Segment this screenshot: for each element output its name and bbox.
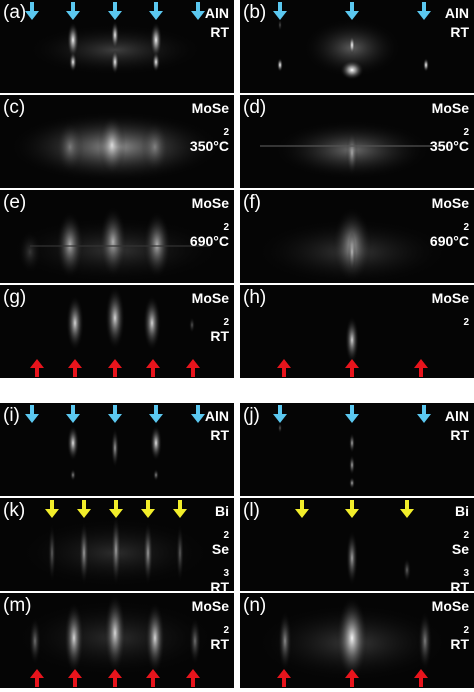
panel-label: MoSe 2 RT — [191, 598, 229, 652]
red-up-arrow-icon — [277, 359, 291, 377]
panel-label: MoSe 2 350°C — [429, 100, 469, 154]
panel-label: Bi 2 Se 3 RT — [450, 503, 469, 591]
red-up-arrow-icon — [277, 669, 291, 687]
rheed-pattern-i — [67, 425, 162, 481]
blue-down-arrow-icon — [66, 2, 80, 20]
panel-letter: (l) — [243, 500, 260, 521]
blue-down-arrow-icon — [273, 2, 287, 20]
rheed-pattern-m — [10, 593, 220, 678]
red-up-arrow-icon — [186, 669, 200, 687]
panel-label: Bi 2 Se 3 RT — [210, 503, 229, 591]
red-up-arrow-icon — [68, 669, 82, 687]
blue-down-arrow-icon — [25, 405, 39, 423]
panel-label: MoSe 2 — [431, 290, 469, 328]
panel-label: AlN RT — [204, 5, 229, 40]
panel-letter: (g) — [3, 287, 27, 308]
red-up-arrow-icon — [186, 359, 200, 377]
red-up-arrow-icon — [30, 669, 44, 687]
blue-down-arrow-icon — [25, 2, 39, 20]
blue-down-arrow-icon — [417, 405, 431, 423]
panel-letter: (k) — [3, 500, 26, 521]
red-up-arrow-icon — [30, 359, 44, 377]
panel-l: (l) Bi 2 Se 3 RT — [240, 498, 474, 591]
blue-down-arrow-icon — [417, 2, 431, 20]
rheed-pattern-l — [346, 530, 411, 586]
yellow-down-arrow-icon — [400, 500, 414, 518]
panel-b: (b) AlN RT — [240, 0, 474, 93]
panel-label: MoSe 2 350°C — [189, 100, 229, 154]
yellow-down-arrow-icon — [295, 500, 309, 518]
rheed-pattern-c — [7, 111, 223, 183]
panel-label: AlN RT — [444, 408, 469, 443]
rheed-pattern-f — [252, 207, 452, 283]
rheed-pattern-d — [260, 120, 450, 180]
red-up-arrow-icon — [345, 669, 359, 687]
panel-letter: (j) — [243, 405, 260, 426]
rheed-pattern-g — [66, 286, 195, 351]
panel-label: AlN RT — [444, 5, 469, 40]
rheed-pattern-b — [277, 18, 429, 80]
panel-letter: (f) — [243, 192, 261, 213]
red-up-arrow-icon — [414, 669, 428, 687]
panel-letter: (b) — [243, 2, 267, 23]
red-up-arrow-icon — [108, 359, 122, 377]
blue-down-arrow-icon — [345, 2, 359, 20]
panel-c: (c) MoSe 2 350°C — [0, 95, 234, 188]
blue-down-arrow-icon — [108, 2, 122, 20]
panel-letter: (h) — [243, 287, 267, 308]
red-up-arrow-icon — [345, 359, 359, 377]
blue-down-arrow-icon — [108, 405, 122, 423]
panel-label: MoSe 2 690°C — [429, 195, 469, 249]
panel-f: (f) MoSe 2 690°C — [240, 190, 474, 283]
panel-label: MoSe 2 RT — [431, 598, 469, 652]
panel-label: AlN RT — [204, 408, 229, 443]
rheed-pattern-h — [345, 316, 359, 364]
rheed-pattern-a — [25, 21, 205, 76]
blue-down-arrow-icon — [191, 2, 205, 20]
yellow-down-arrow-icon — [173, 500, 187, 518]
blue-down-arrow-icon — [273, 405, 287, 423]
blue-down-arrow-icon — [345, 405, 359, 423]
panel-n: (n) MoSe 2 RT — [240, 593, 474, 688]
yellow-down-arrow-icon — [109, 500, 123, 518]
panel-h: (h) MoSe 2 — [240, 285, 474, 378]
yellow-down-arrow-icon — [141, 500, 155, 518]
blue-down-arrow-icon — [149, 2, 163, 20]
panel-letter: (d) — [243, 97, 267, 118]
yellow-down-arrow-icon — [77, 500, 91, 518]
panel-label: MoSe 2 690°C — [189, 195, 229, 249]
rheed-pattern-e — [5, 206, 225, 283]
blue-down-arrow-icon — [191, 405, 205, 423]
panel-letter: (m) — [3, 595, 32, 616]
red-up-arrow-icon — [68, 359, 82, 377]
rheed-pattern-n — [252, 596, 452, 683]
blue-down-arrow-icon — [149, 405, 163, 423]
panel-letter: (c) — [3, 97, 26, 118]
red-up-arrow-icon — [146, 359, 160, 377]
blue-down-arrow-icon — [66, 405, 80, 423]
red-up-arrow-icon — [146, 669, 160, 687]
panel-d: (d) MoSe 2 350°C — [240, 95, 474, 188]
yellow-down-arrow-icon — [345, 500, 359, 518]
red-up-arrow-icon — [108, 669, 122, 687]
panel-e: (e) MoSe 2 690°C — [0, 190, 234, 283]
yellow-down-arrow-icon — [45, 500, 59, 518]
rheed-pattern-j — [278, 423, 355, 489]
red-up-arrow-icon — [414, 359, 428, 377]
rheed-pattern-k — [15, 514, 215, 589]
panel-letter: (a) — [3, 2, 27, 23]
panel-letter: (n) — [243, 595, 267, 616]
panel-letter: (e) — [3, 192, 27, 213]
panel-label: MoSe 2 RT — [191, 290, 229, 344]
panel-letter: (i) — [3, 405, 20, 426]
